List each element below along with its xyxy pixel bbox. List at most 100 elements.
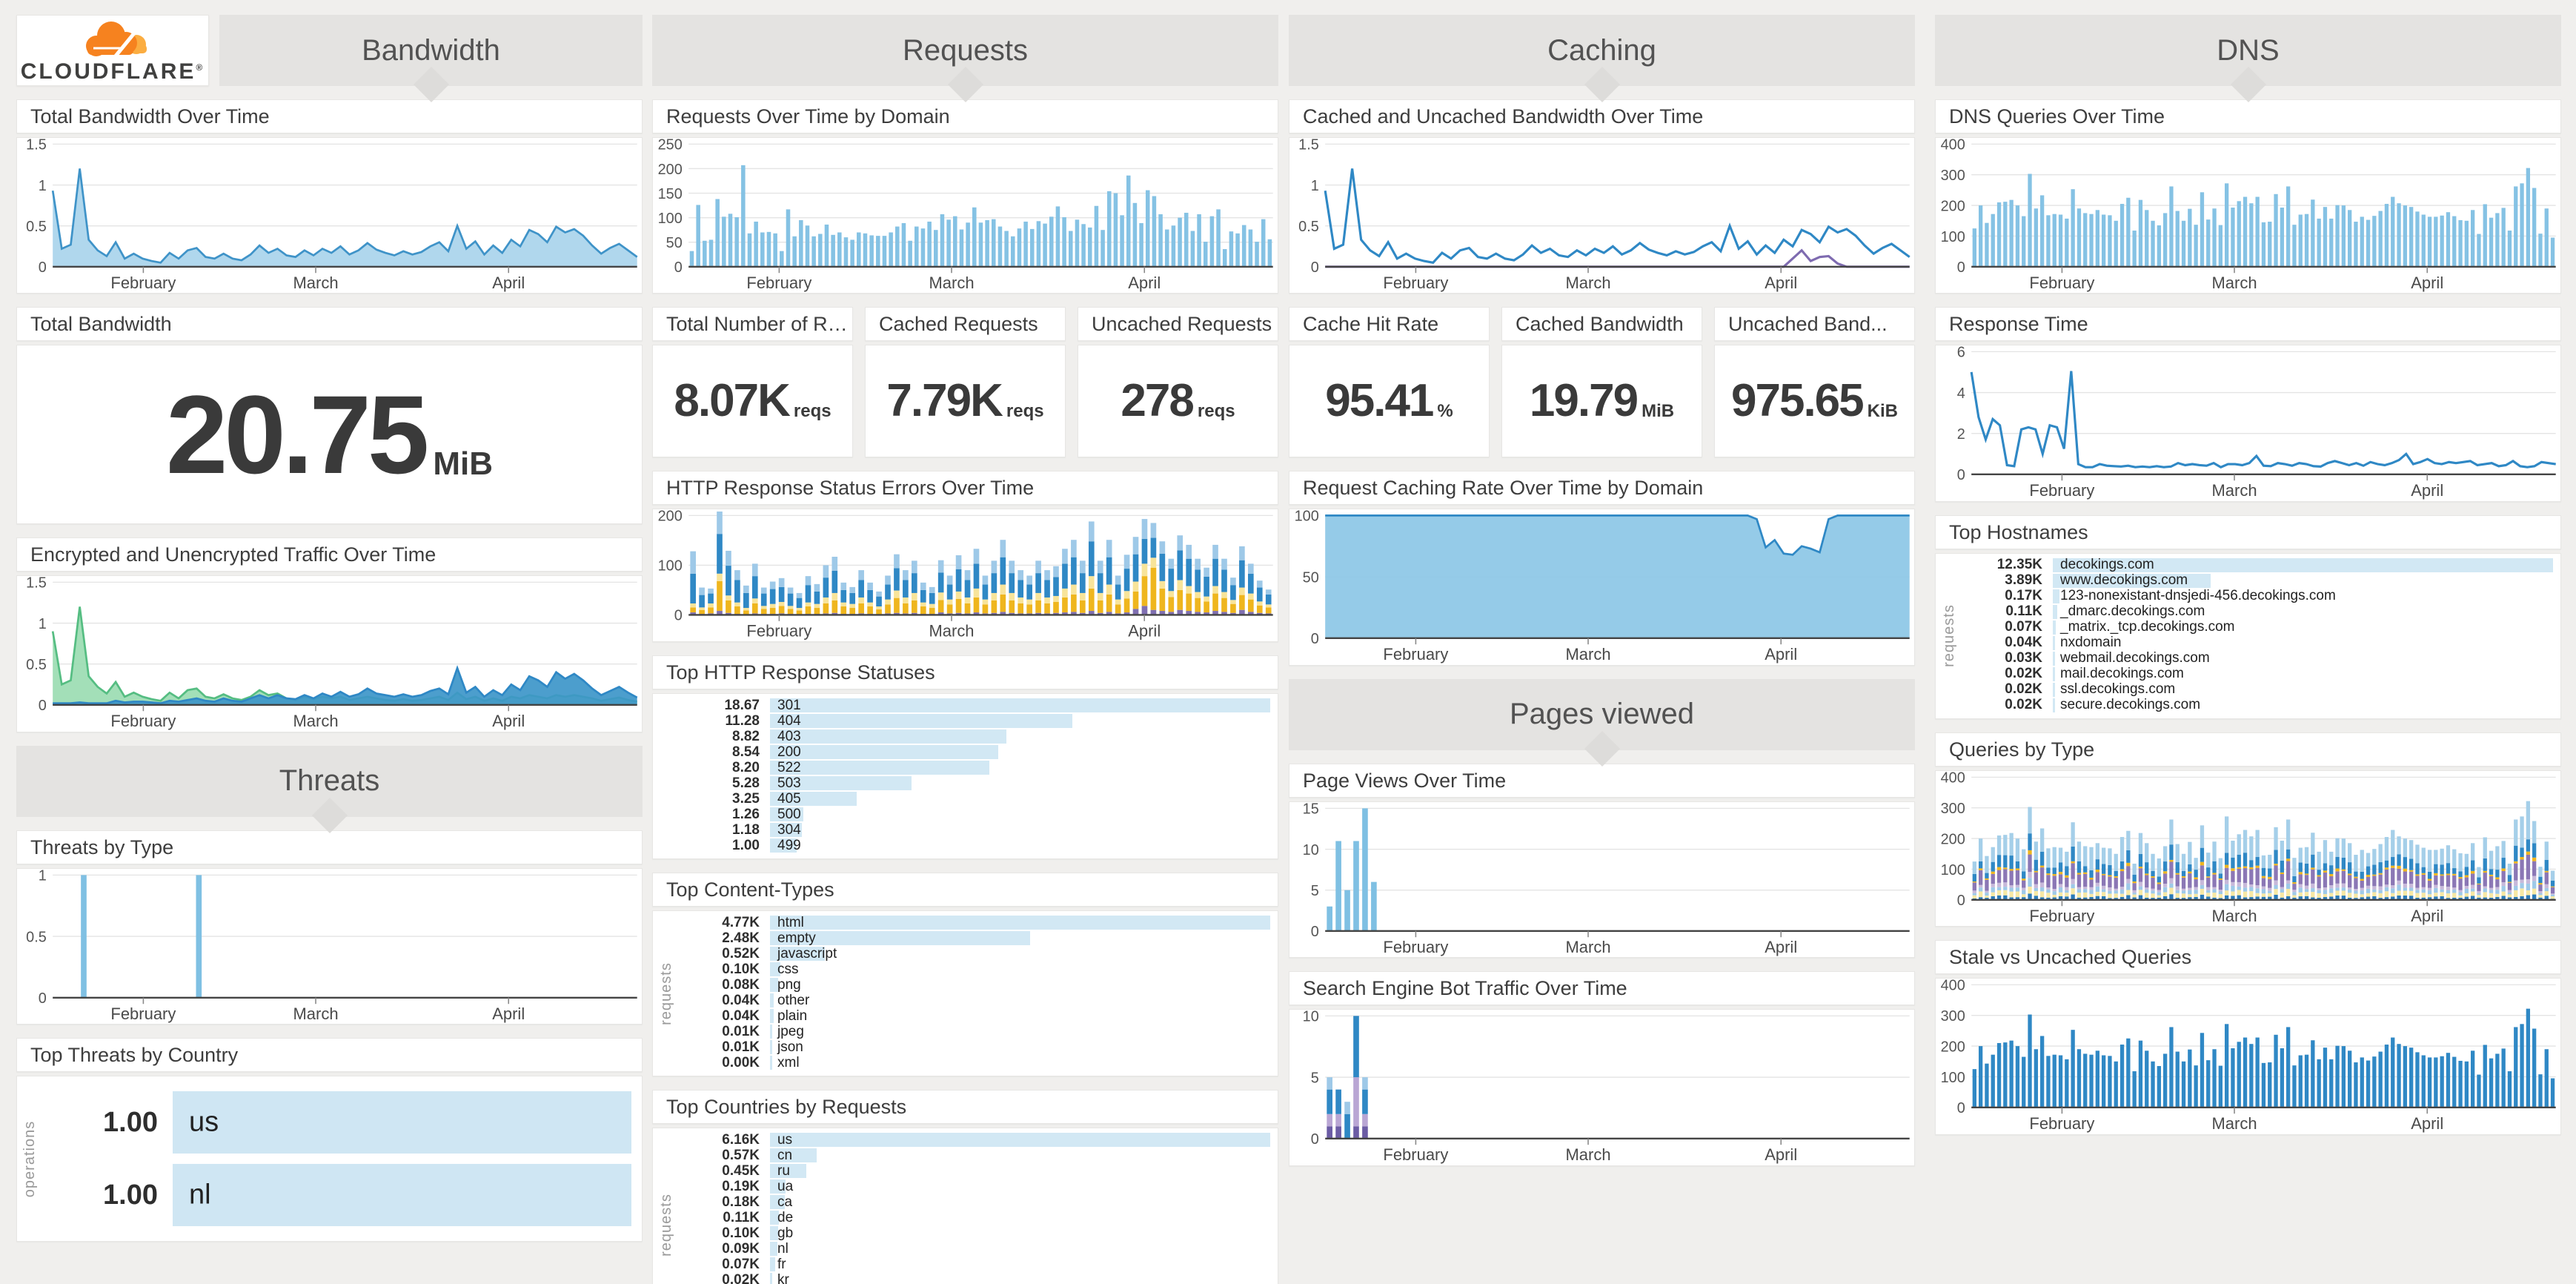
svg-text:April: April bbox=[492, 712, 525, 731]
caching-stats-row: Cache Hit Rate 95.41% Cached Bandwidth 1… bbox=[1289, 307, 1915, 458]
list-item: 8.82 403 bbox=[683, 729, 1270, 744]
svg-text:February: February bbox=[2029, 907, 2094, 925]
card-stale-uncached-queries: Stale vs Uncached Queries 0 100 200 300 400 F… bbox=[1935, 940, 2561, 1135]
card-cached-uncached-bandwidth: Cached and Uncached Bandwidth Over Time … bbox=[1289, 99, 1915, 294]
card-title: DNS Queries Over Time bbox=[1935, 99, 2561, 133]
item-label: empty bbox=[777, 930, 816, 946]
stat-value: 975.65 bbox=[1731, 375, 1865, 427]
item-label: plain bbox=[777, 1007, 808, 1024]
item-value: 0.00K bbox=[722, 1054, 760, 1070]
list-item: 0.17K 123-nonexistant-dnsjedi-456.decokin… bbox=[1965, 588, 2553, 604]
item-value: 4.77K bbox=[722, 914, 760, 930]
svg-text:February: February bbox=[110, 274, 176, 292]
list-item: 0.04K plain bbox=[683, 1007, 1270, 1024]
card-requests-over-time: Requests Over Time by Domain 0 50 100 150 20… bbox=[652, 99, 1278, 294]
card-title: Threats by Type bbox=[16, 830, 643, 864]
dns-queries-chart[interactable]: 0 100 200 300 400 February March April bbox=[1936, 138, 2560, 293]
list-item: 0.57K cn bbox=[683, 1148, 1270, 1163]
svg-text:April: April bbox=[492, 274, 525, 292]
item-bar bbox=[770, 1179, 786, 1194]
stat-value: 7.79K bbox=[886, 375, 1003, 427]
list-item: 0.02K mail.decokings.com bbox=[1965, 666, 2553, 682]
list-item: 3.89K www.decokings.com bbox=[1965, 572, 2553, 589]
card-uncached-requests: Uncached Requests 278 reqs bbox=[1078, 307, 1278, 458]
threats-by-type-chart[interactable]: 0 0.5 1 February March April bbox=[17, 869, 642, 1024]
item-bar bbox=[770, 1025, 772, 1039]
svg-text:200: 200 bbox=[1941, 1039, 1965, 1056]
queries-by-type-chart[interactable]: 0 100 200 300 400 February March April bbox=[1936, 771, 2560, 926]
item-bar bbox=[770, 761, 990, 775]
list-item: 5.28 503 bbox=[683, 775, 1270, 791]
svg-text:1.5: 1.5 bbox=[1298, 138, 1319, 153]
total-bandwidth-over-time-chart[interactable]: 0 0.5 1 1.5 February March April bbox=[17, 138, 642, 293]
svg-text:6: 6 bbox=[1957, 345, 1965, 361]
page-views-chart[interactable]: 0 5 10 15 February March April bbox=[1289, 802, 1914, 957]
item-bar bbox=[2053, 635, 2055, 650]
svg-text:February: February bbox=[110, 712, 176, 731]
card-encrypted-traffic: Encrypted and Unencrypted Traffic Over T… bbox=[16, 537, 643, 732]
response-time-chart[interactable]: 0 2 4 6 February March April bbox=[1936, 345, 2560, 500]
list-item: 0.02K kr bbox=[683, 1272, 1270, 1284]
item-value: 1.26 bbox=[732, 806, 760, 822]
item-label: mail.decokings.com bbox=[2060, 666, 2184, 682]
list-item: 0.07K fr bbox=[683, 1256, 1270, 1272]
svg-text:100: 100 bbox=[1941, 1070, 1965, 1086]
svg-text:1: 1 bbox=[39, 616, 47, 632]
item-bar bbox=[2053, 698, 2055, 712]
svg-text:0: 0 bbox=[1957, 893, 1965, 909]
list-item: 0.08K png bbox=[683, 977, 1270, 993]
item-bar bbox=[2053, 682, 2055, 697]
http-status-errors-chart[interactable]: 0 100 200 February March April bbox=[653, 509, 1278, 641]
item-label: 403 bbox=[777, 728, 801, 744]
list-item: 0.19K ua bbox=[683, 1179, 1270, 1194]
item-bar bbox=[770, 714, 1072, 729]
cached-uncached-bandwidth-chart[interactable]: 0 0.5 1 1.5 February March April bbox=[1289, 138, 1914, 293]
top-countries-list: 6.16K us 0.57K cn 0.45K ru 0.19K ua 0.18K ca 0.11K… bbox=[653, 1128, 1278, 1284]
svg-text:1: 1 bbox=[39, 869, 47, 884]
item-value: 0.52K bbox=[722, 945, 760, 962]
stat-value: 19.79 bbox=[1529, 375, 1639, 427]
item-bar bbox=[770, 1257, 776, 1272]
item-label: 123-nonexistant-dnsjedi-456.decokings.co… bbox=[2060, 588, 2336, 604]
item-value: 12.35K bbox=[1996, 557, 2042, 573]
card-response-time: Response Time 0 2 4 6 February March April bbox=[1935, 307, 2561, 502]
list-item: 1.00 us bbox=[47, 1091, 631, 1154]
requests-over-time-chart[interactable]: 0 50 100 150 200 250 February March April bbox=[653, 138, 1278, 293]
item-value: 0.02K bbox=[2005, 681, 2042, 698]
stat-value: 95.41 bbox=[1325, 375, 1434, 427]
card-total-bandwidth-over-time: Total Bandwidth Over Time 0 0.5 1 1.5 Februa… bbox=[16, 99, 643, 294]
encrypted-traffic-chart[interactable]: 0 0.5 1 1.5 February March April bbox=[17, 576, 642, 731]
item-value: 0.11K bbox=[723, 1209, 760, 1225]
card-title: Page Views Over Time bbox=[1289, 763, 1915, 798]
cloudflare-logo[interactable]: CLOUDFLARE® bbox=[16, 15, 209, 86]
svg-text:April: April bbox=[492, 1005, 525, 1023]
card-top-countries: Top Countries by Requests requests 6.16K… bbox=[652, 1090, 1278, 1284]
item-value: 0.07K bbox=[722, 1256, 760, 1272]
card-title: Response Time bbox=[1935, 307, 2561, 342]
section-header-bandwidth: Bandwidth bbox=[219, 15, 643, 86]
svg-text:April: April bbox=[2411, 1114, 2443, 1133]
cloudflare-wordmark: CLOUDFLARE® bbox=[20, 59, 205, 84]
svg-text:100: 100 bbox=[1941, 229, 1965, 245]
item-value: 6.16K bbox=[722, 1131, 760, 1148]
stale-uncached-queries-chart[interactable]: 0 100 200 300 400 February March April bbox=[1936, 979, 2560, 1134]
svg-text:March: March bbox=[2211, 482, 2257, 500]
svg-text:March: March bbox=[293, 274, 338, 292]
item-label: ssl.decokings.com bbox=[2060, 681, 2176, 698]
item-label: html bbox=[777, 914, 804, 930]
item-bar bbox=[2053, 666, 2055, 681]
svg-text:March: March bbox=[293, 1005, 338, 1023]
list-item: 0.45K ru bbox=[683, 1163, 1270, 1179]
list-item: 0.10K css bbox=[683, 962, 1270, 977]
svg-text:February: February bbox=[110, 1005, 176, 1023]
card-title: Cached Bandwidth bbox=[1501, 307, 1702, 342]
request-caching-rate-chart[interactable]: 0 50 100 February March April bbox=[1289, 509, 1914, 664]
item-bar bbox=[770, 1242, 778, 1257]
card-title: Top HTTP Response Statuses bbox=[652, 655, 1278, 690]
item-value: 3.89K bbox=[2005, 572, 2042, 589]
search-bot-traffic-chart[interactable]: 0 5 10 February March April bbox=[1289, 1010, 1914, 1165]
svg-text:300: 300 bbox=[1941, 168, 1965, 184]
list-item: 0.18K ca bbox=[683, 1194, 1270, 1210]
item-value: 8.54 bbox=[732, 744, 760, 760]
